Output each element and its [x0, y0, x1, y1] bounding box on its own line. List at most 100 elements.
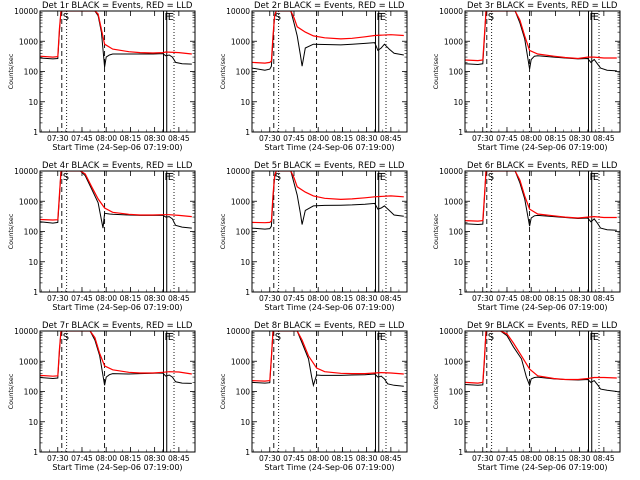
panel-title: Det 5r BLACK = Events, RED = LLD: [254, 161, 405, 171]
marker-flag-S: S: [488, 172, 494, 183]
marker-flag-S: S: [275, 332, 281, 343]
x-tick-label: 08:45: [168, 134, 190, 143]
y-tick-label: 10000: [226, 7, 250, 16]
y-tick-label: 1000: [444, 197, 463, 206]
marker-flag-E: E: [380, 332, 386, 343]
x-tick-label: 08:30: [356, 134, 378, 143]
y-axis-label: Counts/sec: [219, 53, 227, 89]
plot-frame: [251, 10, 408, 133]
plot-frame: [251, 170, 408, 293]
x-tick-label: 08:15: [545, 454, 567, 463]
y-axis-label: Counts/sec: [7, 213, 15, 249]
plot-frame: [464, 170, 621, 293]
y-tick-label: 100: [236, 388, 251, 397]
x-tick-label: 08:00: [307, 454, 329, 463]
y-tick-label: 10: [240, 418, 250, 427]
marker-flag-S: S: [275, 12, 281, 23]
panel-8: Det 8r BLACK = Events, RED = LLD 1 10 100 10…: [219, 321, 408, 472]
series-lld-line: [465, 331, 617, 384]
x-axis-label: Start Time (24-Sep-06 07:19:00): [477, 143, 607, 152]
y-tick-label: 1: [458, 448, 463, 457]
marker-flag-F: F: [377, 172, 383, 183]
x-tick-label: 08:45: [380, 134, 402, 143]
y-tick-label: 10000: [226, 167, 250, 176]
x-tick-label: 08:00: [520, 294, 542, 303]
marker-flag-E: E: [380, 172, 386, 183]
x-tick-label: 07:30: [47, 134, 69, 143]
y-tick-label: 10000: [14, 7, 38, 16]
x-tick-label: 08:15: [545, 294, 567, 303]
y-tick-label: 10000: [439, 327, 463, 336]
marker-flag-E: E: [593, 172, 599, 183]
y-tick-label: 1000: [19, 357, 38, 366]
x-axis-label: Start Time (24-Sep-06 07:19:00): [52, 463, 182, 472]
x-axis-label: Start Time (24-Sep-06 07:19:00): [477, 303, 607, 312]
y-tick-label: 100: [24, 388, 39, 397]
marker-flag-F: F: [165, 332, 171, 343]
x-tick-label: 08:45: [380, 454, 402, 463]
plot-frame: [464, 330, 621, 453]
x-axis-label: Start Time (24-Sep-06 07:19:00): [52, 303, 182, 312]
panel-title: Det 7r BLACK = Events, RED = LLD: [42, 321, 193, 331]
series-lld-line: [465, 171, 617, 222]
marker-flag-E: E: [593, 12, 599, 23]
marker-flag-S: S: [275, 172, 281, 183]
series-lld-line: [40, 171, 192, 221]
panel-6: Det 6r BLACK = Events, RED = LLD 1 10 100 10…: [432, 161, 621, 312]
x-tick-label: 07:30: [47, 454, 69, 463]
marker-flag-E: E: [168, 12, 174, 23]
plot-frame: [39, 330, 196, 453]
y-tick-label: 10: [453, 258, 463, 267]
x-tick-label: 07:45: [71, 454, 93, 463]
y-axis-label: Counts/sec: [432, 213, 440, 249]
y-tick-label: 100: [236, 68, 251, 77]
y-tick-label: 1000: [444, 37, 463, 46]
plot-frame: [39, 10, 196, 133]
x-tick-label: 07:45: [283, 454, 305, 463]
marker-flag-F: F: [590, 332, 596, 343]
panel-title: Det 8r BLACK = Events, RED = LLD: [254, 321, 405, 331]
x-tick-label: 08:00: [307, 134, 329, 143]
panel-title: Det 4r BLACK = Events, RED = LLD: [42, 161, 193, 171]
x-tick-label: 07:30: [472, 134, 494, 143]
y-tick-label: 10: [28, 418, 38, 427]
y-tick-label: 1000: [19, 37, 38, 46]
x-tick-label: 07:30: [259, 454, 281, 463]
panel-3: Det 3r BLACK = Events, RED = LLD 1 10 100 10…: [432, 1, 621, 152]
y-axis-label: Counts/sec: [7, 373, 15, 409]
marker-flag-E: E: [593, 332, 599, 343]
y-tick-label: 10: [453, 98, 463, 107]
marker-flag-E: E: [168, 172, 174, 183]
y-tick-label: 1: [33, 448, 38, 457]
x-tick-label: 08:45: [168, 454, 190, 463]
x-tick-label: 07:45: [71, 294, 93, 303]
y-tick-label: 1: [33, 288, 38, 297]
y-axis-label: Counts/sec: [432, 373, 440, 409]
panel-9: Det 9r BLACK = Events, RED = LLD 1 10 100 10…: [432, 321, 621, 472]
series-lld-line: [40, 11, 192, 58]
y-tick-label: 1: [33, 128, 38, 137]
x-tick-label: 08:45: [380, 294, 402, 303]
x-tick-label: 08:30: [569, 294, 591, 303]
y-tick-label: 1: [458, 288, 463, 297]
x-tick-label: 08:15: [120, 454, 142, 463]
y-tick-label: 1000: [19, 197, 38, 206]
x-tick-label: 08:30: [569, 134, 591, 143]
y-tick-label: 10: [28, 258, 38, 267]
panel-title: Det 3r BLACK = Events, RED = LLD: [467, 1, 618, 11]
x-axis-label: Start Time (24-Sep-06 07:19:00): [264, 463, 394, 472]
marker-flag-S: S: [63, 172, 69, 183]
panel-7: Det 7r BLACK = Events, RED = LLD 1 10 100 10…: [7, 321, 196, 472]
y-tick-label: 10000: [226, 327, 250, 336]
marker-flag-F: F: [377, 12, 383, 23]
y-tick-label: 10: [453, 418, 463, 427]
x-tick-label: 08:15: [332, 454, 354, 463]
x-tick-label: 08:30: [356, 294, 378, 303]
marker-flag-F: F: [377, 332, 383, 343]
y-tick-label: 1000: [231, 197, 250, 206]
panel-5: Det 5r BLACK = Events, RED = LLD 1 10 100 10…: [219, 161, 408, 312]
marker-flag-S: S: [488, 332, 494, 343]
x-tick-label: 07:30: [472, 454, 494, 463]
y-tick-label: 100: [449, 228, 464, 237]
